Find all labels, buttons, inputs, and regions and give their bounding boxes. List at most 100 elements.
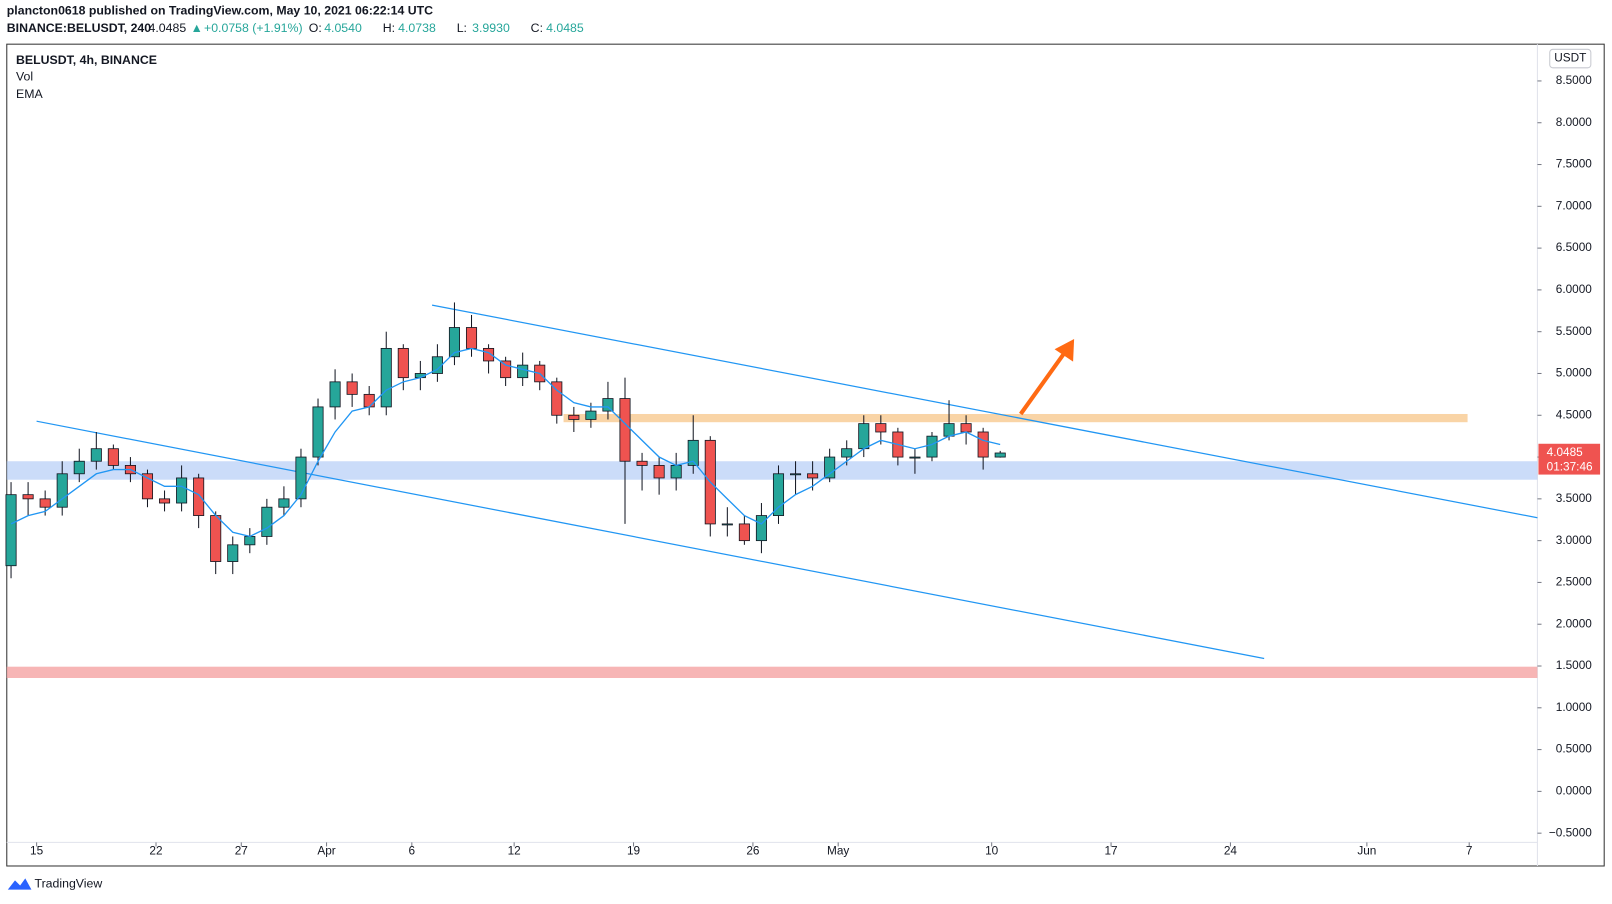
y-tick-label: 6.0000 xyxy=(1556,282,1593,296)
y-tick-label: −0.5000 xyxy=(1549,825,1592,839)
candle-body xyxy=(670,465,682,479)
candle-body xyxy=(772,473,785,516)
candle-body xyxy=(397,347,409,379)
symbol: BINANCE:BELUSDT, 240 xyxy=(7,21,152,35)
change: +0.0758 (+1.91%) xyxy=(204,21,303,35)
x-tick-label: 10 xyxy=(985,844,999,858)
candle-body xyxy=(39,498,51,508)
x-tick-label: 15 xyxy=(30,844,44,858)
arrow xyxy=(1019,351,1067,416)
candle-body xyxy=(448,327,460,358)
x-tick-label: 24 xyxy=(1224,844,1238,858)
y-tick-label: 5.5000 xyxy=(1556,324,1593,338)
candle-body xyxy=(5,494,17,567)
candle-body xyxy=(261,506,273,537)
last-price: 4.0485 xyxy=(1547,445,1584,459)
resistance-zone xyxy=(563,413,1468,423)
ema-line xyxy=(10,347,1001,538)
ohlc-value: 4.0738 xyxy=(398,21,436,35)
candle-body xyxy=(210,515,222,562)
x-tick-label: May xyxy=(827,844,849,858)
currency: USDT xyxy=(1554,51,1586,65)
candle-body xyxy=(346,381,358,395)
ohlc-label: O: xyxy=(309,21,322,35)
candle-body xyxy=(619,398,631,462)
last-price-box xyxy=(1538,443,1601,475)
x-tick-label: 17 xyxy=(1104,844,1117,858)
ohlc-value: 4.0485 xyxy=(546,21,584,35)
y-tick-label: 8.0000 xyxy=(1556,115,1593,129)
x-tick-label: 19 xyxy=(627,844,640,858)
candle-body xyxy=(141,473,154,500)
candle-body xyxy=(73,460,85,475)
candle-body xyxy=(909,456,921,459)
currency-box xyxy=(1549,48,1592,69)
arrow-head xyxy=(1054,339,1075,362)
countdown: 01:37:46 xyxy=(1547,460,1593,474)
x-tick-label: 6 xyxy=(409,844,416,858)
y-tick-label: 1.5000 xyxy=(1556,658,1593,672)
trend-line xyxy=(36,420,1265,660)
x-tick-label: 7 xyxy=(1466,844,1473,858)
candle-body xyxy=(500,360,512,379)
x-tick-label: 22 xyxy=(149,844,162,858)
y-tick-label: 6.5000 xyxy=(1556,240,1593,254)
candle-body xyxy=(687,439,699,466)
author-line: plancton0618 published on TradingView.co… xyxy=(7,4,433,18)
candle-body xyxy=(960,423,972,433)
y-tick-label: 0.5000 xyxy=(1556,742,1593,756)
candle-body xyxy=(90,448,102,462)
y-tick-label: 1.0000 xyxy=(1556,700,1593,714)
frame xyxy=(6,43,1605,867)
x-tick-label: 26 xyxy=(746,844,760,858)
candle-body xyxy=(551,381,563,416)
candle-body xyxy=(841,448,853,458)
candle-body xyxy=(824,456,836,479)
candle-body xyxy=(636,460,648,466)
ohlc-value: 4.0540 xyxy=(324,21,362,35)
x-tick-label: Apr xyxy=(317,844,335,858)
y-tick-label: 8.5000 xyxy=(1556,73,1593,87)
candle-body xyxy=(244,536,256,546)
candle-body xyxy=(312,406,324,458)
candle-body xyxy=(858,423,870,450)
candle-body xyxy=(107,448,119,466)
candle-body xyxy=(755,515,767,542)
plot xyxy=(5,302,1006,579)
y-tick-label: 0.0000 xyxy=(1556,784,1593,798)
legend-ema: EMA xyxy=(16,87,43,101)
candle-body xyxy=(585,410,597,420)
candle-body xyxy=(977,431,989,458)
candle-body xyxy=(602,398,614,412)
x-tick-label: 27 xyxy=(235,844,248,858)
candle-body xyxy=(278,498,290,508)
x-tick-label: 12 xyxy=(508,844,521,858)
up-icon: ▲ xyxy=(191,21,203,35)
ohlc-label: L: xyxy=(457,21,467,35)
last: 4.0485 xyxy=(149,21,187,35)
y-tick-label: 7.5000 xyxy=(1556,157,1593,171)
ohlc-label: C: xyxy=(531,21,543,35)
trend-line xyxy=(431,304,1538,519)
candle-body xyxy=(56,473,68,508)
candle-body xyxy=(295,456,307,500)
footer-brand: TradingView xyxy=(35,877,103,891)
candle-body xyxy=(926,435,938,458)
y-tick-label: 3.5000 xyxy=(1556,491,1593,505)
y-tick-label: 4.5000 xyxy=(1556,407,1593,421)
legend-symbol: BELUSDT, 4h, BINANCE xyxy=(16,53,157,67)
candle-body xyxy=(875,423,887,433)
y-tick-label: 2.5000 xyxy=(1556,575,1593,589)
candle-body xyxy=(380,347,392,408)
candle-body xyxy=(790,473,802,476)
candle-body xyxy=(568,414,580,420)
candle-body xyxy=(517,364,529,379)
candle-body xyxy=(483,347,495,362)
candle-body xyxy=(465,327,478,349)
y-tick-label: 5.0000 xyxy=(1556,366,1593,380)
ohlc-value: 3.9930 xyxy=(472,21,510,35)
footer-logo xyxy=(7,878,32,890)
y-tick-label: 3.0000 xyxy=(1556,533,1593,547)
